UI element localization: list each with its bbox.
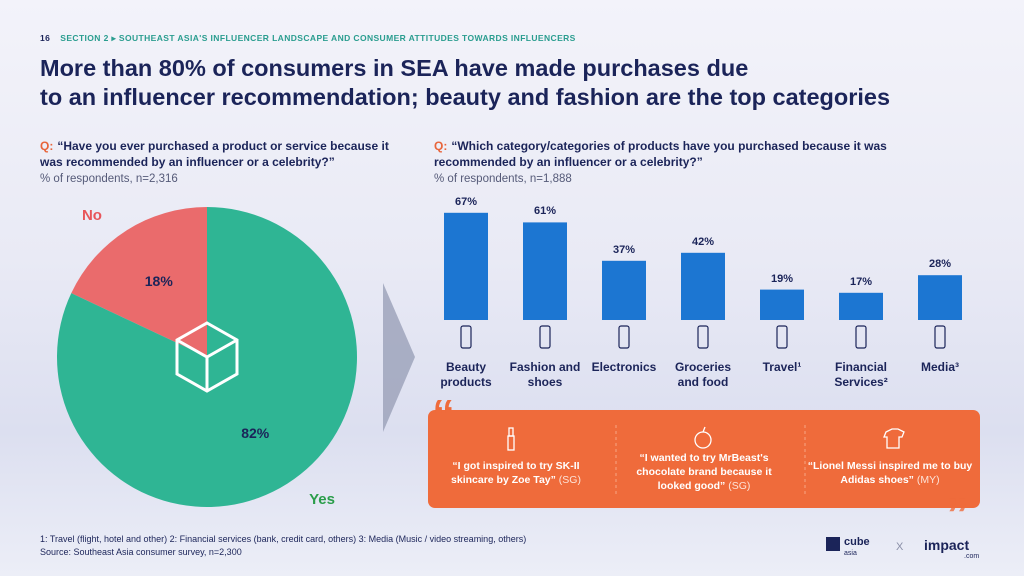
category-label: Financial Services² <box>834 360 888 389</box>
value-label: 37% <box>612 243 636 256</box>
category-icon <box>776 325 788 349</box>
section-title: SECTION 2 ▸ SOUTHEAST ASIA'S INFLUENCER … <box>60 33 576 43</box>
logo-text: impact <box>924 537 969 553</box>
quote-country: (SG) <box>558 474 581 486</box>
bar <box>918 275 962 320</box>
slide-title: More than 80% of consumers in SEA have m… <box>40 54 890 112</box>
category-label: Electronics <box>591 360 657 374</box>
category-icon <box>618 325 630 349</box>
value-label: 17% <box>849 275 873 288</box>
value-label: 19% <box>770 272 794 285</box>
question-text: “Have you ever purchased a product or se… <box>40 139 389 169</box>
quote-country: (SG) <box>728 480 751 492</box>
category-label: Yes <box>309 491 335 508</box>
quote: “I got inspired to try SK-II skincare by… <box>431 459 601 487</box>
value-label: 67% <box>454 195 478 208</box>
category-icon <box>539 325 551 349</box>
cube-icon <box>175 321 239 393</box>
q-label: Q: <box>40 139 54 153</box>
value-label: 28% <box>928 258 952 271</box>
value-label: 42% <box>691 235 715 248</box>
logo: cube asia X impact .com <box>826 536 979 560</box>
question: Q: “Have you ever purchased a product or … <box>40 138 410 170</box>
category-label: Fashion and shoes <box>509 360 581 389</box>
quote-mark: ” <box>946 488 969 540</box>
title-line: to an influencer recommendation; beauty … <box>40 84 891 110</box>
quote-text: “I wanted to try MrBeast's chocolate bra… <box>636 452 772 492</box>
category-icon <box>934 325 946 349</box>
value-label: 61% <box>533 205 557 218</box>
q-label: Q: <box>434 139 448 153</box>
quote-country: (MY) <box>916 474 940 486</box>
question: Q: “Which category/categories of products… <box>434 138 934 170</box>
footnote: Source: Southeast Asia consumer survey, … <box>40 547 242 557</box>
category-icon <box>697 325 709 349</box>
quote: “Lionel Messi inspired me to buy Adidas … <box>805 459 975 487</box>
category-label: No <box>82 207 102 224</box>
category-icon <box>460 325 472 349</box>
section-header: 16 SECTION 2 ▸ SOUTHEAST ASIA'S INFLUENCE… <box>40 33 586 44</box>
logo-text: cube <box>844 536 870 548</box>
subtitle: % of respondents, n=2,316 <box>40 173 178 185</box>
logo-text: asia <box>844 550 857 557</box>
bar <box>602 260 646 320</box>
subtitle: % of respondents, n=1,888 <box>434 173 572 185</box>
pie-slice <box>71 207 207 357</box>
value-label: 82% <box>241 425 270 441</box>
footnote: 1: Travel (flight, hotel and other) 2: F… <box>40 534 527 544</box>
category-icon <box>855 325 867 349</box>
quote-mark: “ <box>432 390 455 442</box>
category-label: Beauty products <box>440 360 492 389</box>
bar <box>760 289 804 320</box>
category-label: Travel¹ <box>762 360 802 374</box>
bar <box>523 222 567 320</box>
bar <box>839 292 883 320</box>
title-line: More than 80% of consumers in SEA have m… <box>40 55 749 81</box>
value-label: 18% <box>145 273 174 289</box>
quote-icons <box>507 426 905 451</box>
page-number: 16 <box>40 33 51 43</box>
question-text: “Which category/categories of products h… <box>434 139 887 169</box>
logo-x: X <box>896 541 904 553</box>
quote-text: “Lionel Messi inspired me to buy Adidas … <box>807 460 973 486</box>
bar <box>681 252 725 320</box>
category-label: Groceries and food <box>674 360 732 389</box>
logo-text: .com <box>964 553 979 560</box>
quote-box <box>428 410 980 508</box>
bar <box>444 212 488 320</box>
arrow <box>383 283 415 432</box>
category-label: Media³ <box>920 360 959 374</box>
quote-text: “I got inspired to try SK-II skincare by… <box>451 460 580 486</box>
quote: “I wanted to try MrBeast's chocolate bra… <box>619 451 789 493</box>
